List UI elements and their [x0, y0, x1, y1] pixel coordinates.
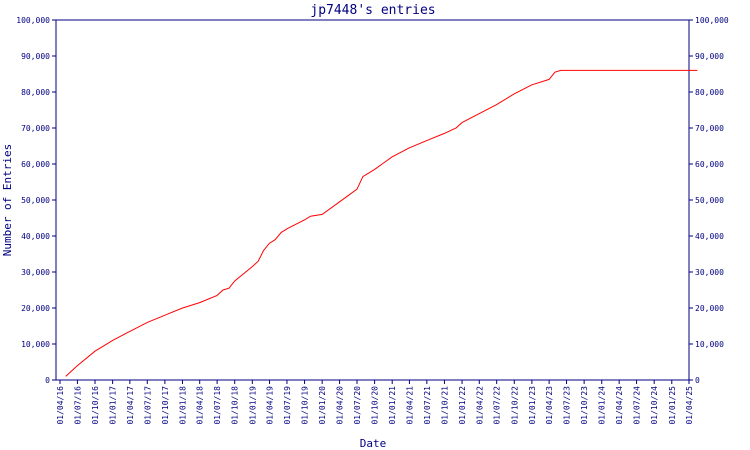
x-tick-label: 01/10/16	[91, 386, 100, 425]
x-tick-label: 01/10/20	[371, 386, 380, 425]
x-tick-label: 01/01/20	[318, 386, 327, 425]
x-tick-label: 01/01/25	[668, 386, 677, 425]
x-tick-label: 01/10/17	[161, 386, 170, 425]
x-axis-title: Date	[360, 437, 387, 450]
y-tick-label-right: 90,000	[695, 52, 724, 61]
y-tick-label-left: 90,000	[21, 52, 50, 61]
x-tick-label: 01/01/17	[109, 386, 118, 425]
chart-title: jp7448's entries	[310, 3, 435, 18]
y-tick-label-left: 30,000	[21, 268, 50, 277]
y-tick-label-right: 60,000	[695, 160, 724, 169]
y-tick-label-left: 60,000	[21, 160, 50, 169]
x-tick-label: 01/10/18	[231, 386, 240, 425]
y-tick-label-right: 0	[695, 376, 700, 385]
x-tick-label: 01/04/21	[405, 386, 414, 425]
y-tick-label-right: 70,000	[695, 124, 724, 133]
y-axis-title: Number of Entries	[1, 144, 14, 257]
y-tick-label-right: 10,000	[695, 340, 724, 349]
x-tick-label: 01/10/19	[301, 386, 310, 425]
x-tick-label: 01/07/21	[423, 386, 432, 425]
y-tick-label-left: 80,000	[21, 88, 50, 97]
x-tick-label: 01/07/22	[493, 386, 502, 425]
x-tick-label: 01/10/24	[650, 386, 659, 425]
y-tick-label-right: 20,000	[695, 304, 724, 313]
x-tick-label: 01/07/24	[633, 386, 642, 425]
x-tick-label: 01/01/21	[388, 386, 397, 425]
x-tick-label: 01/10/23	[580, 386, 589, 425]
x-tick-label: 01/10/21	[440, 386, 449, 425]
x-tick-label: 01/07/19	[283, 386, 292, 425]
y-tick-label-right: 80,000	[695, 88, 724, 97]
plot-frame	[55, 19, 690, 381]
y-tick-label-left: 10,000	[21, 340, 50, 349]
y-tick-label-right: 40,000	[695, 232, 724, 241]
x-tick-label: 01/04/25	[685, 386, 694, 425]
x-tick-label: 01/04/23	[545, 386, 554, 425]
y-tick-label-left: 100,000	[16, 16, 50, 25]
x-tick-label: 01/04/22	[475, 386, 484, 425]
x-tick-label: 01/04/17	[126, 386, 135, 425]
x-ticks: 01/04/16 01/07/16 01/10/16 01/01/17 01/04/17…	[56, 380, 694, 425]
x-tick-label: 01/04/19	[266, 386, 275, 425]
x-tick-label: 01/07/18	[213, 386, 222, 425]
y-tick-label-left: 0	[45, 376, 50, 385]
x-tick-label: 01/10/22	[510, 386, 519, 425]
y-tick-label-left: 70,000	[21, 124, 50, 133]
x-tick-label: 01/04/16	[56, 386, 65, 425]
x-tick-label: 01/01/22	[458, 386, 467, 425]
y-tick-label-left: 50,000	[21, 196, 50, 205]
x-tick-label: 01/07/23	[563, 386, 572, 425]
x-tick-label: 01/01/18	[178, 386, 187, 425]
series-layer	[65, 69, 698, 377]
y-tick-label-left: 20,000	[21, 304, 50, 313]
y-tick-label-right: 30,000	[695, 268, 724, 277]
x-tick-label: 01/01/23	[528, 386, 537, 425]
series-line	[65, 69, 698, 377]
x-tick-label: 01/07/20	[353, 386, 362, 425]
y-tick-label-left: 40,000	[21, 232, 50, 241]
x-tick-label: 01/07/17	[143, 386, 152, 425]
x-tick-label: 01/04/20	[336, 386, 345, 425]
x-tick-label: 01/01/19	[248, 386, 257, 425]
x-tick-label: 01/04/18	[196, 386, 205, 425]
y-tick-label-right: 50,000	[695, 196, 724, 205]
x-tick-label: 01/01/24	[598, 386, 607, 425]
y-ticks-right: 0 10,000 20,000 30,000 40,000 50,000 60,000 70,…	[689, 16, 729, 385]
y-tick-label-right: 100,000	[695, 16, 729, 25]
y-ticks-left: 0 10,000 20,000 30,000 40,000 50,000 60,000 70,…	[16, 16, 56, 385]
x-tick-label: 01/04/24	[615, 386, 624, 425]
x-tick-label: 01/07/16	[73, 386, 82, 425]
